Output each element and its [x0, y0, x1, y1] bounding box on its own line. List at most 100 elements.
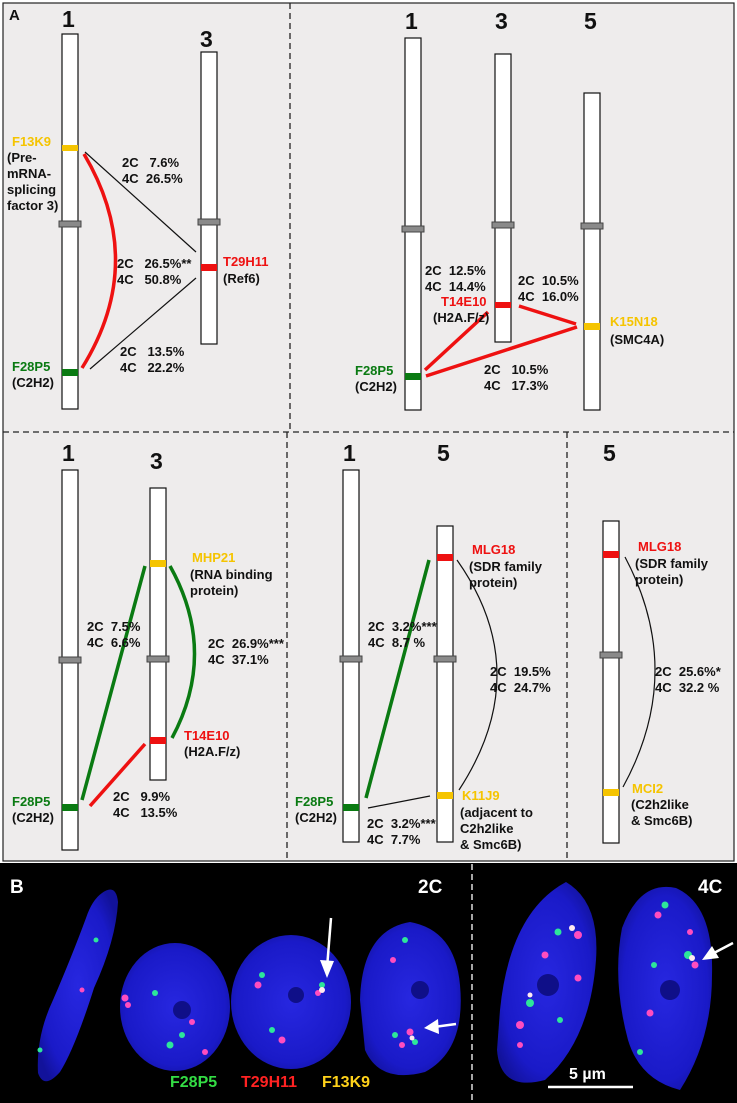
chromosome-1	[404, 37, 422, 411]
nucleolus	[173, 1001, 191, 1019]
nucleus	[37, 889, 118, 1082]
panel-a: A 1 3 F13K9 (Pre- mRNA- splicing factor …	[2, 2, 735, 862]
link-line	[364, 559, 431, 799]
subpanel-a4: 1 5 MLG18 (SDR family protein) K11J9 (ad…	[295, 440, 551, 852]
chromosome-number-5: 5	[584, 8, 597, 34]
link-line	[88, 742, 147, 808]
probe-label-f13k9: F13K9	[12, 134, 51, 149]
link-line	[84, 151, 197, 253]
probe-desc-f28p5: (C2H2)	[295, 810, 337, 825]
probe-desc-mci2-1: (C2h2like	[631, 797, 689, 812]
signals-green	[37, 901, 692, 1055]
probe-band-t29h11	[201, 264, 217, 271]
probe-label-mci2: MCI2	[632, 781, 663, 796]
probe-desc-t14e10: (H2A.F/z)	[433, 310, 489, 325]
probe-label-f28p5: F28P5	[12, 794, 50, 809]
probe-desc-mlg18-2: protein)	[469, 575, 517, 590]
probe-desc-f13k9-4: factor 3)	[7, 198, 58, 213]
nucleolus	[660, 980, 680, 1000]
probe-desc-mhp21-2: protein)	[190, 583, 238, 598]
probe-desc-f28p5: (C2H2)	[355, 379, 397, 394]
probe-band-mci2	[603, 789, 619, 796]
nucleolus	[288, 987, 304, 1003]
subpanel-a5: 5 MLG18 (SDR family protein) MCI2 (C2h2l…	[599, 440, 722, 844]
link-line	[367, 795, 431, 809]
probe-band-mlg18	[603, 551, 619, 558]
probe-band-f28p5	[62, 804, 78, 811]
panel-b-label: B	[10, 877, 24, 898]
centromere	[197, 218, 221, 226]
chromosome-number-3: 3	[200, 26, 213, 52]
legend-f13k9: F13K9	[322, 1074, 370, 1091]
probe-desc-t29h11: (Ref6)	[223, 271, 260, 286]
chromosome-number-3: 3	[495, 8, 508, 34]
frequency-2c: 2C 12.5%	[425, 263, 486, 278]
probe-band-mlg18	[437, 554, 453, 561]
frequency-4c: 4C 13.5%	[113, 805, 178, 820]
frequency-2c: 2C 19.5%	[490, 664, 551, 679]
probe-desc-mlg18-1: (SDR family	[469, 559, 543, 574]
frequency-4c: 4C 14.4%	[425, 279, 486, 294]
probe-label-mlg18: MLG18	[472, 542, 515, 557]
centromere	[491, 221, 515, 229]
frequency-2c: 2C 7.6%	[122, 155, 180, 170]
centromere	[580, 222, 604, 230]
scale-bar-label: 5 µm	[569, 1066, 606, 1083]
nucleolus	[537, 974, 559, 996]
centromere	[401, 225, 425, 233]
probe-desc-mlg18-2: protein)	[635, 572, 683, 587]
probe-label-mlg18: MLG18	[638, 539, 681, 554]
probe-label-t14e10: T14E10	[441, 294, 487, 309]
label-2c: 2C	[418, 877, 443, 898]
chromosome-3	[494, 53, 512, 343]
centromere	[58, 656, 82, 664]
chromosome-number-1: 1	[343, 440, 356, 466]
frequency-4c: 4C 32.2 %	[655, 680, 720, 695]
frequency-2c: 2C 3.2%***	[368, 619, 438, 634]
chromosome-5	[602, 520, 620, 844]
probe-label-k11j9: K11J9	[462, 788, 500, 803]
arrow-indicator	[424, 1019, 457, 1034]
label-4c: 4C	[698, 877, 723, 898]
probe-desc-f13k9-2: mRNA-	[7, 166, 51, 181]
chromosome-5	[583, 92, 601, 411]
probe-label-k15n18: K15N18	[610, 314, 658, 329]
frequency-4c: 4C 22.2%	[120, 360, 185, 375]
probe-band-f28p5	[405, 373, 421, 380]
link-line	[425, 325, 578, 378]
link-line	[80, 565, 147, 801]
panel-a-label: A	[9, 7, 20, 24]
centromere	[339, 655, 363, 663]
probe-label-f28p5: F28P5	[355, 363, 393, 378]
signals-yellow	[319, 925, 695, 1041]
frequency-2c: 2C 13.5%	[120, 344, 185, 359]
frequency-4c: 4C 26.5%	[122, 171, 183, 186]
frequency-2c: 2C 26.9%***	[208, 636, 285, 651]
centromere	[599, 651, 623, 659]
link-curve	[80, 153, 118, 369]
frequency-4c: 4C 24.7%	[490, 680, 551, 695]
legend-t29h11: T29H11	[241, 1074, 297, 1091]
probe-desc-f28p5: (C2H2)	[12, 375, 54, 390]
subpanel-a2: 1 3 5 F28P5 (C2H2) T14E10 (H2A.F/z) K15N…	[355, 8, 664, 411]
chromosome-3	[200, 51, 218, 345]
probe-desc-t14e10: (H2A.F/z)	[184, 744, 240, 759]
frequency-2c: 2C 10.5%	[518, 273, 579, 288]
subpanel-a1: 1 3 F13K9 (Pre- mRNA- splicing factor 3)…	[7, 6, 269, 410]
frequency-4c: 4C 37.1%	[208, 652, 269, 667]
probe-desc-f13k9-1: (Pre-	[7, 150, 37, 165]
chromosome-number-1: 1	[62, 440, 75, 466]
chromosome-3	[149, 487, 167, 781]
probe-desc-f13k9-3: splicing	[7, 182, 56, 197]
probe-desc-k11j9-3: & Smc6B)	[460, 837, 521, 852]
panel-b: B 2C 4C	[0, 863, 737, 1103]
nucleolus	[411, 981, 429, 999]
legend-f28p5: F28P5	[170, 1074, 217, 1091]
arrow-indicator	[702, 941, 734, 960]
probe-label-t14e10: T14E10	[184, 728, 230, 743]
arrow-indicator	[320, 917, 334, 978]
frequency-2c: 2C 10.5%	[484, 362, 549, 377]
frequency-4c: 4C 8.7 %	[368, 635, 426, 650]
probe-label-mhp21: MHP21	[192, 550, 235, 565]
